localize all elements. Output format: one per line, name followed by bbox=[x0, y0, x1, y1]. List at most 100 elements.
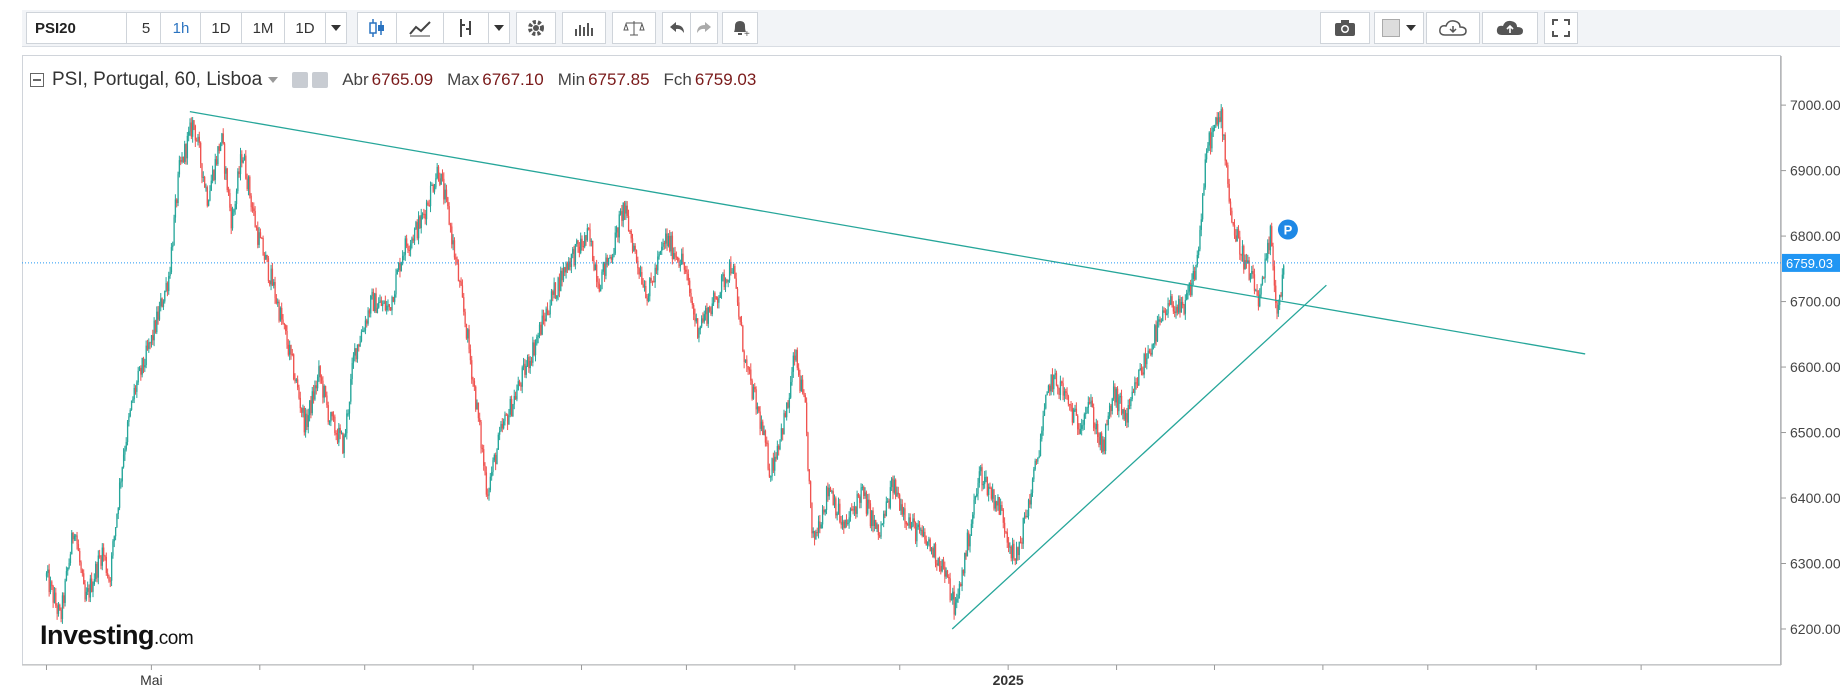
interval-1d-button[interactable]: 1D bbox=[200, 12, 242, 44]
settings-button[interactable] bbox=[516, 12, 556, 44]
candle bbox=[468, 324, 470, 354]
interval-5-button[interactable]: 5 bbox=[126, 12, 166, 44]
candle bbox=[938, 556, 941, 572]
candle bbox=[1124, 409, 1127, 427]
compare-button[interactable] bbox=[562, 12, 606, 44]
interval-1m-button[interactable]: 1M bbox=[241, 12, 285, 44]
candle bbox=[679, 259, 682, 272]
candle bbox=[347, 409, 349, 417]
chart-area[interactable] bbox=[22, 55, 1781, 665]
candle bbox=[335, 430, 337, 441]
candle bbox=[1140, 364, 1143, 376]
candle bbox=[91, 572, 93, 593]
candle bbox=[137, 366, 139, 386]
candle bbox=[451, 222, 453, 249]
cloud-upload-button[interactable] bbox=[1482, 12, 1538, 44]
chevron-down-icon[interactable] bbox=[268, 77, 279, 83]
candle bbox=[205, 183, 207, 192]
drawing-tools-button[interactable] bbox=[443, 12, 489, 44]
candle bbox=[1225, 159, 1228, 168]
candle bbox=[799, 369, 801, 394]
event-marker[interactable] bbox=[1277, 219, 1298, 240]
candle bbox=[1231, 207, 1233, 224]
candle bbox=[569, 257, 571, 271]
settings-icon[interactable] bbox=[312, 72, 329, 88]
candle bbox=[506, 413, 509, 431]
candle bbox=[322, 376, 324, 404]
candle bbox=[421, 212, 424, 220]
color-picker-button[interactable] bbox=[1374, 12, 1424, 44]
candle bbox=[364, 315, 367, 335]
candle bbox=[390, 307, 392, 312]
candle bbox=[230, 203, 232, 235]
candle bbox=[841, 515, 844, 530]
trendlines[interactable]: P bbox=[189, 111, 1586, 630]
cloud-download-button[interactable] bbox=[1426, 12, 1480, 44]
candle bbox=[1221, 107, 1224, 142]
candle bbox=[400, 261, 402, 272]
interval-dropdown-button[interactable] bbox=[325, 12, 347, 44]
candle bbox=[1265, 253, 1268, 261]
candle bbox=[823, 506, 825, 515]
candle bbox=[1082, 419, 1084, 431]
candle bbox=[1172, 301, 1175, 314]
candle bbox=[667, 233, 670, 248]
trendline-support[interactable] bbox=[951, 284, 1327, 630]
candle bbox=[875, 519, 877, 530]
candle bbox=[518, 379, 521, 387]
screenshot-button[interactable] bbox=[1320, 12, 1370, 44]
candle bbox=[204, 175, 206, 188]
candle bbox=[215, 155, 218, 166]
candle-style-button[interactable] bbox=[357, 12, 397, 44]
drawing-dropdown-button[interactable] bbox=[488, 12, 510, 44]
candle bbox=[685, 265, 687, 275]
candle bbox=[354, 343, 356, 362]
candle bbox=[338, 422, 340, 447]
candle bbox=[1023, 512, 1026, 524]
interval-1d-alt-button[interactable]: 1D bbox=[284, 12, 326, 44]
alert-button[interactable]: + bbox=[722, 12, 758, 44]
candle bbox=[1128, 398, 1131, 410]
candle bbox=[126, 420, 129, 446]
candle bbox=[1085, 406, 1087, 419]
candle bbox=[619, 208, 622, 216]
candle bbox=[848, 511, 850, 529]
candle bbox=[141, 357, 143, 378]
candle bbox=[453, 237, 456, 260]
candle bbox=[1059, 375, 1062, 401]
candle bbox=[835, 496, 837, 519]
balance-button[interactable] bbox=[612, 12, 656, 44]
candle bbox=[158, 301, 161, 321]
candle bbox=[279, 306, 282, 322]
indicators-button[interactable] bbox=[396, 12, 444, 44]
candle bbox=[964, 552, 966, 577]
candle bbox=[837, 497, 840, 515]
candle bbox=[295, 377, 298, 384]
candle bbox=[1245, 253, 1248, 269]
candle bbox=[699, 325, 701, 335]
candle bbox=[981, 463, 983, 492]
collapse-icon[interactable] bbox=[30, 73, 44, 87]
eye-icon[interactable] bbox=[292, 72, 309, 88]
interval-1h-button[interactable]: 1h bbox=[160, 12, 202, 44]
fullscreen-button[interactable] bbox=[1544, 12, 1578, 44]
redo-button[interactable] bbox=[690, 12, 718, 44]
candle bbox=[278, 299, 280, 323]
candle bbox=[132, 396, 134, 403]
candle bbox=[906, 522, 909, 526]
candle bbox=[258, 226, 260, 248]
candle bbox=[351, 357, 353, 385]
undo-button[interactable] bbox=[662, 12, 692, 44]
candle bbox=[493, 453, 496, 463]
candle bbox=[662, 238, 664, 251]
candle bbox=[208, 199, 210, 207]
candle bbox=[193, 120, 195, 131]
candle bbox=[1199, 225, 1201, 252]
trendline-resistance[interactable] bbox=[189, 111, 1586, 355]
candle bbox=[1005, 530, 1007, 534]
candle bbox=[472, 376, 474, 387]
candle bbox=[274, 276, 276, 304]
candle bbox=[480, 420, 482, 454]
candle bbox=[1227, 162, 1229, 188]
